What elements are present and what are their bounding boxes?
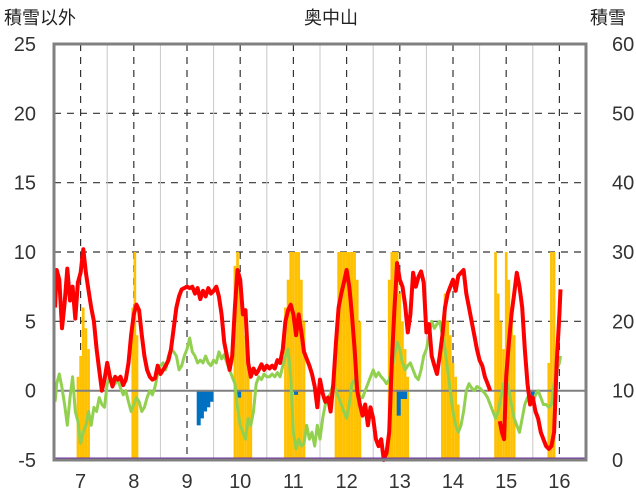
snow-depth-bar [289,252,293,460]
snow-depth-bar [133,252,137,460]
right-y-tick-label: 30 [612,242,634,264]
snow-depth-bar [494,252,497,460]
snow-depth-bar [337,252,340,460]
snow-depth-bar [81,307,85,460]
snow-depth-bar [300,279,303,460]
snow-depth-bar [334,335,338,460]
right-y-tick-label: 10 [612,381,634,403]
left-y-tick-label: 25 [14,34,36,56]
right-y-tick-label: 60 [612,34,634,56]
x-tick-label: 14 [442,471,464,493]
snow-depth-bar [241,307,245,460]
plot-frame [52,42,588,462]
precip-bar [196,390,201,426]
left-y-tick-label: 5 [25,311,36,333]
right-y-tick-label: 0 [612,450,623,472]
chart-title: 奥中山 [304,8,358,29]
precip-bar [199,390,204,419]
left-y-tick-label: 20 [14,103,36,125]
snow-depth-bar [406,376,410,460]
min-temp-line [53,319,562,451]
snow-depth-bar [496,293,500,460]
snow-depth-bar [233,265,237,460]
snow-depth-bar [552,252,556,460]
precip-bar [237,390,242,398]
snow-depth-bar [342,252,346,460]
snow-depth-bar [403,349,407,460]
x-tick-label: 10 [229,471,251,493]
x-tick-label: 12 [335,471,357,493]
snow-depth-bar [236,252,239,460]
precip-bar [530,390,535,399]
right-y-tick-label: 40 [612,173,634,195]
precip-bar [403,390,408,399]
snow-depth-bar [284,307,287,460]
snow-depth-bar [246,356,250,460]
left-y-tick-label: 15 [14,173,36,195]
precip-bars [196,390,535,426]
temperature-lines [53,247,563,462]
snow-depth-bar [339,252,343,460]
left-y-tick-label: 10 [14,242,36,264]
precip-bar [209,390,214,402]
x-tick-label: 13 [389,471,411,493]
precip-bar [396,390,401,416]
x-tick-label: 9 [181,471,192,493]
snow-depth-bar [398,293,402,460]
snow-depth-bar [510,307,513,460]
snow-depth-bar [347,252,351,460]
precip-bar [294,390,299,395]
snow-depth-bar [345,252,348,460]
snow-depth-bar [507,279,511,460]
snow-depth-bar [292,252,295,460]
snow-depth-bar [238,279,242,460]
snow-depth-bar [395,252,399,460]
precip-bar [400,390,405,399]
snow-depth-bar [350,252,354,460]
precip-bar [206,390,211,408]
snow-depth-bar [443,293,447,460]
snow-depth-bar [550,252,553,460]
x-tick-label: 11 [283,471,304,493]
left-y-tick-label: 0 [25,381,36,403]
snow-depth-bar [547,362,551,460]
snow-depth-bar [87,349,90,460]
snow-depth-bar [387,279,391,460]
x-tick-label: 8 [128,471,139,493]
snow-depth-bar [84,328,88,460]
snow-depth-bar [297,252,301,460]
max-temp-line-2 [497,270,563,451]
right-axis-label: 積雪 [590,8,626,29]
x-tick-label: 15 [495,471,517,493]
right-y-tick-label: 20 [612,311,634,333]
snow-depth-bar [79,356,82,460]
snow-depth-bar [244,335,247,460]
left-y-tick-label: -5 [18,450,36,472]
x-tick-label: 7 [75,471,86,493]
left-axis-label: 積雪以外 [4,8,76,29]
x-tick-label: 16 [548,471,570,493]
max-temp-line [53,247,493,462]
snow-depth-bar [286,279,290,460]
snow-depth-bar [294,252,298,460]
precip-bar [203,390,208,412]
right-y-tick-label: 50 [612,103,634,125]
snow-depth-bar [131,307,135,460]
snow-depth-bar [512,335,516,460]
